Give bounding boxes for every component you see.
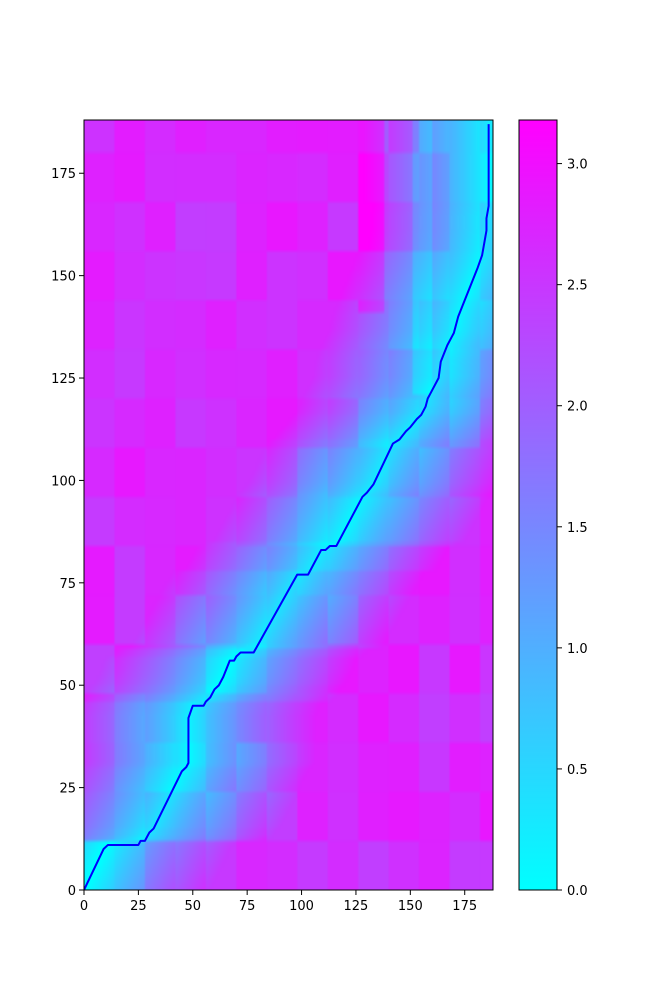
y-tick-label: 50 (59, 679, 76, 694)
colorbar-tick-label: 0.5 (567, 763, 588, 778)
colorbar-axis: 0.0 0.5 1.0 1.5 2.0 2.5 3.0 (557, 158, 588, 899)
colorbar-tick-label: 0.0 (567, 884, 588, 899)
y-tick-label: 175 (51, 167, 76, 182)
colorbar-tick-label: 2.0 (567, 400, 588, 415)
colorbar-tick-label: 1.5 (567, 521, 588, 536)
colorbar-tick-label: 2.5 (567, 279, 588, 294)
x-tick-label: 50 (185, 899, 202, 914)
y-tick-label: 125 (51, 372, 76, 387)
y-tick-label: 25 (59, 782, 76, 797)
x-tick-label: 100 (289, 899, 314, 914)
plot-frame (83, 119, 494, 891)
x-tick-label: 75 (239, 899, 256, 914)
x-tick-label: 125 (344, 899, 369, 914)
x-axis: 0 25 50 75 100 125 150 175 (80, 890, 477, 914)
x-tick-label: 175 (452, 899, 477, 914)
x-tick-label: 25 (130, 899, 147, 914)
y-tick-label: 0 (68, 884, 76, 899)
heatmap-image (84, 120, 493, 890)
y-tick-label: 150 (51, 270, 76, 285)
y-tick-label: 75 (59, 577, 76, 592)
alignment-path-line (84, 124, 490, 890)
y-axis: 0 25 50 75 100 125 150 175 (51, 167, 84, 899)
colorbar (519, 120, 557, 890)
colorbar-tick-label: 1.0 (567, 642, 588, 657)
heatmap (84, 120, 493, 890)
y-tick-label: 100 (51, 474, 76, 489)
x-tick-label: 0 (80, 899, 88, 914)
colorbar-frame (518, 119, 558, 891)
colorbar-tick-label: 3.0 (567, 158, 588, 173)
x-tick-label: 150 (398, 899, 423, 914)
